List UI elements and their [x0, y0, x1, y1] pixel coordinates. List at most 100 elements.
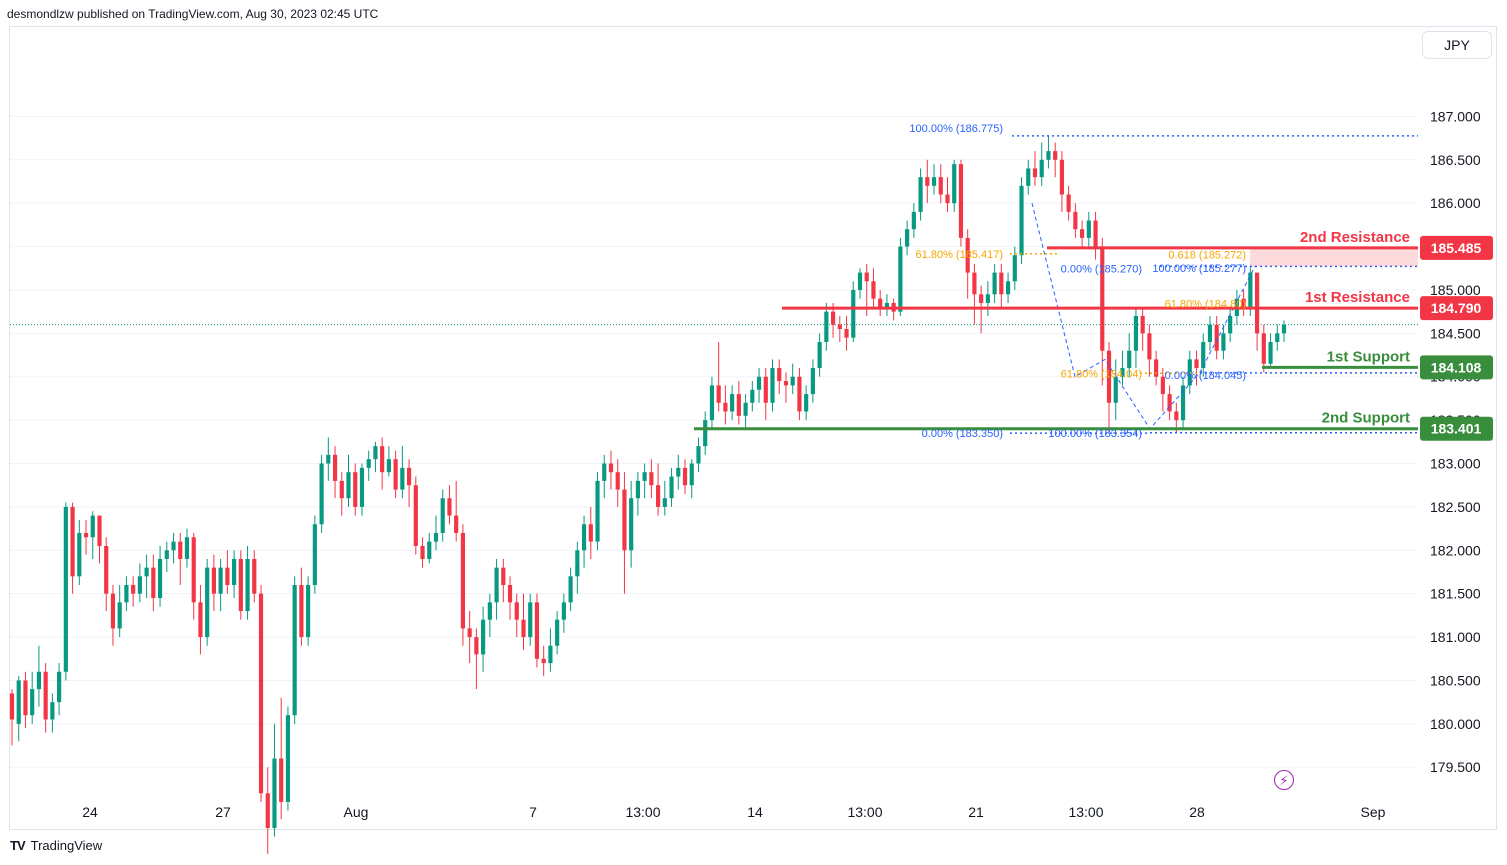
candle: [393, 450, 398, 499]
candle: [851, 281, 856, 343]
candle: [1127, 333, 1132, 377]
x-tick-label: Aug: [344, 804, 369, 820]
candle: [117, 585, 122, 638]
candle: [191, 532, 196, 620]
candle-body: [797, 376, 802, 412]
candle-body: [137, 576, 142, 594]
candle-body: [467, 628, 472, 638]
candle: [151, 554, 156, 612]
candle: [709, 376, 715, 429]
candle-body: [9, 693, 15, 720]
candle-body: [736, 394, 741, 416]
candle: [1032, 151, 1038, 186]
candle: [299, 567, 304, 646]
candle-body: [1167, 394, 1172, 412]
candle-body: [911, 211, 916, 230]
candle: [137, 563, 142, 603]
candle: [1201, 333, 1206, 377]
candle: [534, 593, 540, 668]
candle: [218, 558, 223, 612]
candle: [494, 558, 499, 620]
candle-body: [608, 463, 614, 473]
candle-body: [252, 558, 257, 594]
candle-body: [1106, 350, 1112, 403]
candle-body: [218, 567, 223, 594]
resistance-zone: [1250, 247, 1418, 267]
candle: [763, 368, 768, 421]
candle-body: [1086, 220, 1091, 238]
y-tick-label: 182.500: [1430, 499, 1481, 515]
candle: [57, 663, 62, 716]
candle: [992, 263, 997, 303]
candle: [1281, 320, 1287, 343]
candle-body: [1046, 151, 1051, 160]
candle-body: [541, 658, 546, 664]
candle: [427, 532, 432, 564]
candle: [615, 459, 620, 507]
candle: [938, 164, 943, 204]
candle-body: [292, 585, 297, 716]
candle: [561, 593, 566, 633]
candle: [770, 359, 775, 412]
currency-label[interactable]: JPY: [1422, 31, 1492, 59]
candle-body: [23, 680, 28, 716]
candle-body: [1120, 368, 1125, 377]
chart-frame[interactable]: [9, 26, 1497, 830]
candle-body: [1093, 220, 1098, 247]
candle-body: [245, 558, 250, 612]
candle: [629, 480, 634, 568]
candle-body: [501, 567, 506, 585]
footer: TV TradingView: [10, 838, 102, 853]
level-name: 1st Resistance: [1305, 289, 1410, 306]
candle: [83, 519, 89, 555]
candle-body: [306, 585, 311, 638]
candle: [844, 315, 849, 351]
candle: [292, 576, 297, 724]
candle: [164, 541, 169, 572]
candle-body: [393, 459, 398, 490]
candle-body: [783, 381, 789, 386]
candle: [817, 333, 822, 377]
candle-body: [238, 558, 243, 612]
candle-body: [1140, 315, 1145, 334]
candle: [1100, 237, 1105, 386]
fib-label: 0.618 (185.272): [1168, 249, 1246, 261]
lightning-icon[interactable]: ⚡: [1274, 770, 1294, 790]
candle: [871, 268, 876, 308]
candle: [689, 459, 694, 499]
candle: [1073, 203, 1078, 238]
candle: [1120, 350, 1125, 386]
candle-body: [1261, 333, 1266, 364]
fib-label: 61.80% (184.04): [1061, 368, 1142, 380]
candle: [258, 585, 264, 802]
candle: [420, 537, 425, 568]
candle: [1180, 376, 1186, 429]
x-tick-label: 13:00: [1068, 804, 1103, 820]
candle-body: [83, 532, 89, 538]
candle-body: [763, 376, 768, 403]
candle-body: [110, 593, 116, 629]
candle-body: [265, 793, 270, 828]
candle: [676, 454, 681, 490]
candle-body: [1012, 255, 1017, 282]
candle: [1019, 177, 1024, 264]
candle-body: [380, 446, 385, 473]
candle: [669, 467, 674, 507]
candle-body: [810, 368, 815, 395]
candle-body: [1194, 359, 1199, 369]
candle: [656, 463, 661, 516]
candle: [1039, 142, 1044, 186]
candle-body: [285, 715, 291, 802]
candle-body: [561, 602, 566, 620]
candle: [1194, 350, 1199, 386]
candle-body: [581, 524, 587, 551]
candle-body: [353, 472, 358, 507]
candle-body: [615, 472, 620, 490]
candle: [380, 437, 385, 490]
candle-body: [332, 454, 338, 481]
candle-body: [730, 394, 735, 412]
candle-body: [164, 550, 169, 559]
candle: [541, 645, 546, 677]
candle-body: [57, 671, 62, 703]
